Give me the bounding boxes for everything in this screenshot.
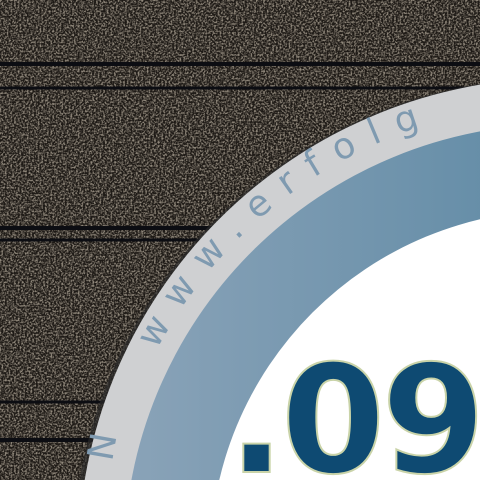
center-disc xyxy=(219,219,480,480)
big-number: .099 xyxy=(228,334,480,480)
